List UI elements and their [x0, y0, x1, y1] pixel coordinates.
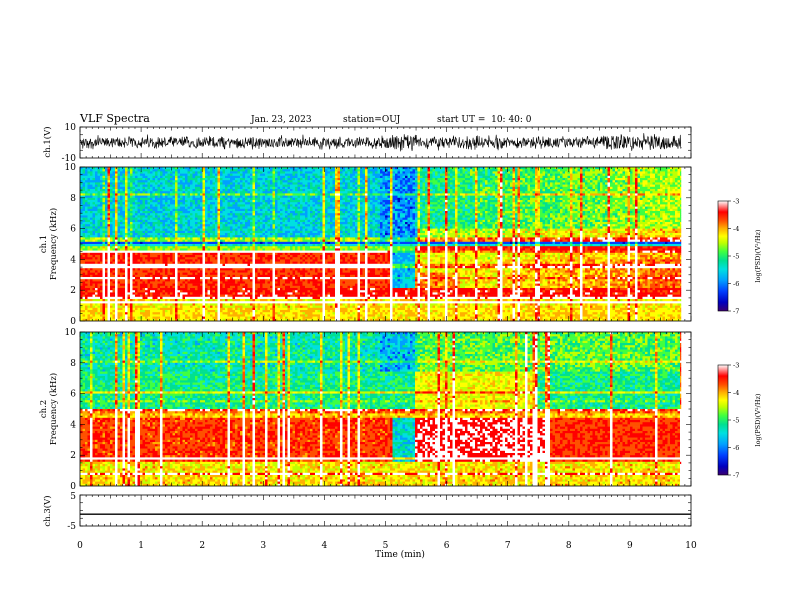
ch1-spectrogram-panel: 0 2 4 6 8 10 ch.1 Frequency (kHz) — [39, 163, 692, 327]
freq-tick-label: 0 — [70, 482, 76, 492]
ch1-waveform-ylabel: ch.1(V) — [42, 126, 53, 157]
x-tick-label: 8 — [566, 541, 572, 551]
colorbar-tick-label: -6 — [733, 280, 739, 288]
time-tick-marks — [79, 127, 692, 526]
header-date: Jan. 23, 2023 — [250, 115, 312, 125]
ch2-colorbar: -3 -4 -5 -6 -7 log(PSD)(V²/Hz) — [717, 362, 762, 480]
x-tick-label: 0 — [77, 541, 83, 551]
ch3-ytick-bottom: -5 — [67, 522, 76, 532]
colorbar-tick-label: -4 — [733, 225, 739, 233]
ch2-spectrogram-panel: 0 2 4 6 8 10 ch.2 Frequency (kHz) — [39, 328, 692, 492]
ch2-colorbar-label: log(PSD)(V²/Hz) — [754, 393, 762, 446]
ch1-waveform-line — [80, 133, 682, 152]
freq-tick-label: 2 — [70, 451, 76, 461]
freq-tick-label: 4 — [70, 255, 76, 265]
ch1-ytick-bottom: -10 — [62, 154, 77, 164]
x-tick-label: 2 — [199, 541, 205, 551]
x-tick-label: 1 — [138, 541, 144, 551]
ch1-colorbar-gradient — [717, 200, 729, 312]
ch1-waveform-panel: 10 -10 ch.1(V) — [42, 123, 692, 164]
ch1-ytick-top: 10 — [65, 123, 77, 133]
ch1-colorbar: -3 -4 -5 -6 -7 log(PSD)(V²/Hz) — [717, 198, 762, 316]
x-tick-label: 9 — [627, 541, 633, 551]
freq-tick-label: 6 — [70, 390, 76, 400]
colorbar-tick-label: -4 — [733, 389, 739, 397]
header-station: station=OUJ — [343, 115, 401, 125]
ch1-colorbar-label: log(PSD)(V²/Hz) — [754, 229, 762, 282]
freq-tick-label: 8 — [70, 194, 76, 204]
ch3-waveform-ylabel: ch.3(V) — [42, 495, 53, 526]
ch2-spectrogram-image — [80, 332, 682, 486]
freq-tick-label: 6 — [70, 225, 76, 235]
x-tick-label: 4 — [322, 541, 328, 551]
x-tick-label: 7 — [505, 541, 511, 551]
ch2-spectrogram-ylabel-channel: ch.2 — [39, 400, 49, 418]
colorbar-tick-label: -5 — [733, 253, 739, 261]
x-tick-label: 6 — [444, 541, 450, 551]
x-axis-label: Time (min) — [375, 549, 425, 560]
colorbar-tick-label: -6 — [733, 444, 739, 452]
ch1-spectrogram-image — [80, 167, 682, 321]
freq-tick-label: 8 — [70, 359, 76, 369]
ch2-colorbar-gradient — [717, 364, 729, 476]
header-start: start UT = 10: 40: 0 — [437, 115, 532, 125]
time-axis-tick-labels: 0 1 2 3 4 5 6 7 8 9 10 — [77, 541, 697, 551]
ch3-waveform-panel: 5 -5 ch.3(V) — [42, 492, 692, 532]
figure-title: VLF Spectra — [79, 112, 150, 125]
freq-tick-label: 10 — [65, 328, 77, 338]
freq-tick-label: 2 — [70, 286, 76, 296]
freq-tick-label: 0 — [70, 317, 76, 327]
colorbar-tick-label: -3 — [733, 362, 739, 370]
freq-tick-label: 10 — [65, 163, 77, 173]
ch1-spectrogram-ylabel-frequency: Frequency (kHz) — [48, 208, 59, 280]
colorbar-tick-label: -7 — [733, 472, 739, 480]
colorbar-tick-label: -7 — [733, 308, 739, 316]
ch2-spectrogram-ylabel-frequency: Frequency (kHz) — [48, 373, 59, 445]
colorbar-tick-label: -3 — [733, 198, 739, 206]
x-tick-label: 5 — [383, 541, 389, 551]
colorbar-tick-label: -5 — [733, 417, 739, 425]
freq-tick-label: 4 — [70, 420, 76, 430]
x-tick-label: 10 — [685, 541, 697, 551]
x-tick-label: 3 — [260, 541, 266, 551]
ch1-spectrogram-ylabel-channel: ch.1 — [39, 235, 49, 253]
ch3-ytick-top: 5 — [70, 492, 76, 502]
